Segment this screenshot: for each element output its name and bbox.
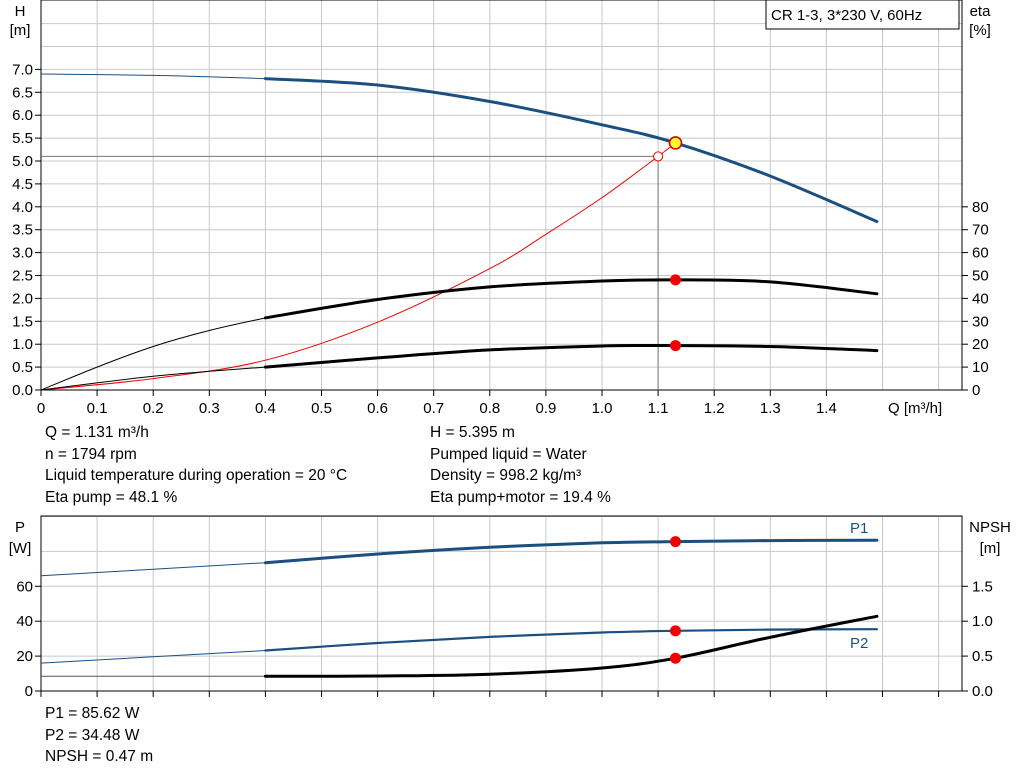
y-tick-label: 0.5: [12, 359, 33, 376]
p1-value: P1 = 85.62 W: [45, 705, 140, 722]
y2-tick-label: 10: [972, 359, 989, 376]
eta-pump-motor-operating-point: [669, 340, 681, 352]
y-tick-label: 2.5: [12, 268, 33, 285]
right-axis-name: NPSH: [969, 519, 1011, 536]
operating-data-right: H = 5.395 m Pumped liquid = Water Densit…: [430, 422, 611, 508]
x-tick-label: 1.0: [592, 400, 613, 417]
y2-tick-label: 30: [972, 313, 989, 330]
right-axis-unit: [%]: [969, 22, 991, 39]
y-tick-label: 60: [16, 578, 33, 595]
y2-tick-label: 1.0: [972, 613, 993, 630]
y-tick-label: 6.0: [12, 107, 33, 124]
x-tick-label: 0: [37, 400, 45, 417]
liquid-temperature-value: Liquid temperature during operation = 20…: [45, 467, 348, 484]
y-tick-label: 0.0: [12, 382, 33, 399]
p2-curve: [264, 628, 878, 652]
head-curve: [263, 77, 879, 223]
y-tick-label: 4.0: [12, 199, 33, 216]
y-tick-label: 1.0: [12, 336, 33, 353]
eta-pump-curve: [263, 278, 879, 320]
head-efficiency-chart: 0 0.1 0.2 0.3 0.4 0.5 0.6 0.7 0.8 0.9 1.0 1.1 1.2 1.3…: [10, 0, 992, 417]
reference-point-marker: [653, 151, 664, 162]
legend-box: [765, 0, 960, 30]
power-npsh-chart: 0 20 40 60 0.0 0.5 1.0 1.5 P [W] NPSH [m] P1 P2: [9, 515, 1011, 700]
y2-tick-label: 60: [972, 245, 989, 262]
x-tick-label: 0.2: [143, 400, 164, 417]
npsh-operating-point: [669, 652, 681, 664]
x-tick-label: 0.5: [311, 400, 332, 417]
y-tick-label: 3.5: [12, 222, 33, 239]
x-tick-label: 1.3: [760, 400, 781, 417]
left-axis-unit: [m]: [10, 22, 31, 39]
x-tick-label: 0.4: [255, 400, 276, 417]
y-tick-label: 3.0: [12, 245, 33, 262]
eta-pump-operating-point: [669, 274, 681, 286]
left-axis-name: P: [15, 519, 25, 536]
y2-tick-label: 0.5: [972, 648, 993, 665]
p1-operating-point: [669, 536, 681, 548]
x-tick-label: 0.6: [367, 400, 388, 417]
y-tick-label: 2.0: [12, 290, 33, 307]
eta-pump-motor-curve-extension: [40, 366, 266, 391]
p1-series-label: P1: [850, 520, 868, 537]
p2-operating-point: [669, 625, 681, 637]
x-tick-label: 1.1: [648, 400, 669, 417]
x-tick-label: 1.2: [704, 400, 725, 417]
flow-rate-value: Q = 1.131 m³/h: [45, 424, 149, 441]
system-curve: [40, 142, 676, 391]
y-tick-label: 0: [25, 683, 33, 700]
plot-frame: [40, 0, 963, 391]
eta-pump-curve-extension: [40, 317, 266, 391]
y2-tick-label: 80: [972, 199, 989, 216]
y2-tick-label: 20: [972, 336, 989, 353]
x-tick-label: 0.7: [423, 400, 444, 417]
left-axis-unit: [W]: [9, 540, 32, 557]
y-tick-label: 5.0: [12, 153, 33, 170]
head-value: H = 5.395 m: [430, 424, 515, 441]
power-data: P1 = 85.62 W P2 = 34.48 W NPSH = 0.47 m: [45, 703, 153, 768]
left-axis-name: H: [15, 3, 26, 20]
y2-tick-label: 50: [972, 268, 989, 285]
x-tick-label: 0.8: [479, 400, 500, 417]
x-axis-label: Q [m³/h]: [888, 400, 942, 417]
x-tick-label: 1.4: [816, 400, 837, 417]
right-axis-name: eta: [970, 3, 992, 20]
x-tick-label: 0.9: [535, 400, 556, 417]
operating-data-left: Q = 1.131 m³/h n = 1794 rpm Liquid tempe…: [45, 422, 347, 508]
pumped-liquid-value: Pumped liquid = Water: [430, 445, 587, 463]
npsh-curve: [263, 614, 879, 678]
x-tick-label: 0.1: [87, 400, 108, 417]
density-value: Density = 998.2 kg/m³: [430, 467, 582, 484]
eta-pump-motor-curve: [263, 343, 879, 369]
p2-curve-extension: [40, 650, 266, 664]
p1-curve: [263, 538, 879, 565]
p2-value: P2 = 34.48 W: [45, 726, 140, 744]
head-operating-point: [668, 136, 683, 150]
y-tick-label: 1.5: [12, 313, 33, 330]
p2-series-label: P2: [850, 635, 868, 652]
right-axis-unit: [m]: [980, 540, 1001, 557]
y2-tick-label: 1.5: [972, 578, 993, 595]
eta-pump-value: Eta pump = 48.1 %: [45, 488, 178, 506]
speed-value: n = 1794 rpm: [45, 445, 137, 463]
y2-tick-label: 0: [972, 382, 980, 399]
y-tick-label: 4.5: [12, 176, 33, 193]
y-tick-label: 40: [16, 613, 33, 630]
y-tick-label: 5.5: [12, 130, 33, 147]
x-tick-label: 0.3: [199, 400, 220, 417]
y-tick-label: 6.5: [12, 84, 33, 101]
eta-pump-motor-value: Eta pump+motor = 19.4 %: [430, 488, 611, 506]
plot-frame: [40, 515, 963, 692]
y2-tick-label: 0.0: [972, 683, 993, 700]
y2-tick-label: 70: [972, 222, 989, 239]
y-tick-label: 7.0: [12, 61, 33, 78]
y2-tick-label: 40: [972, 290, 989, 307]
head-curve-extension: [40, 73, 266, 80]
p1-curve-extension: [40, 562, 266, 577]
npsh-value: NPSH = 0.47 m: [45, 748, 154, 765]
legend-text: CR 1-3, 3*230 V, 60Hz: [771, 7, 922, 24]
y-tick-label: 20: [16, 648, 33, 665]
